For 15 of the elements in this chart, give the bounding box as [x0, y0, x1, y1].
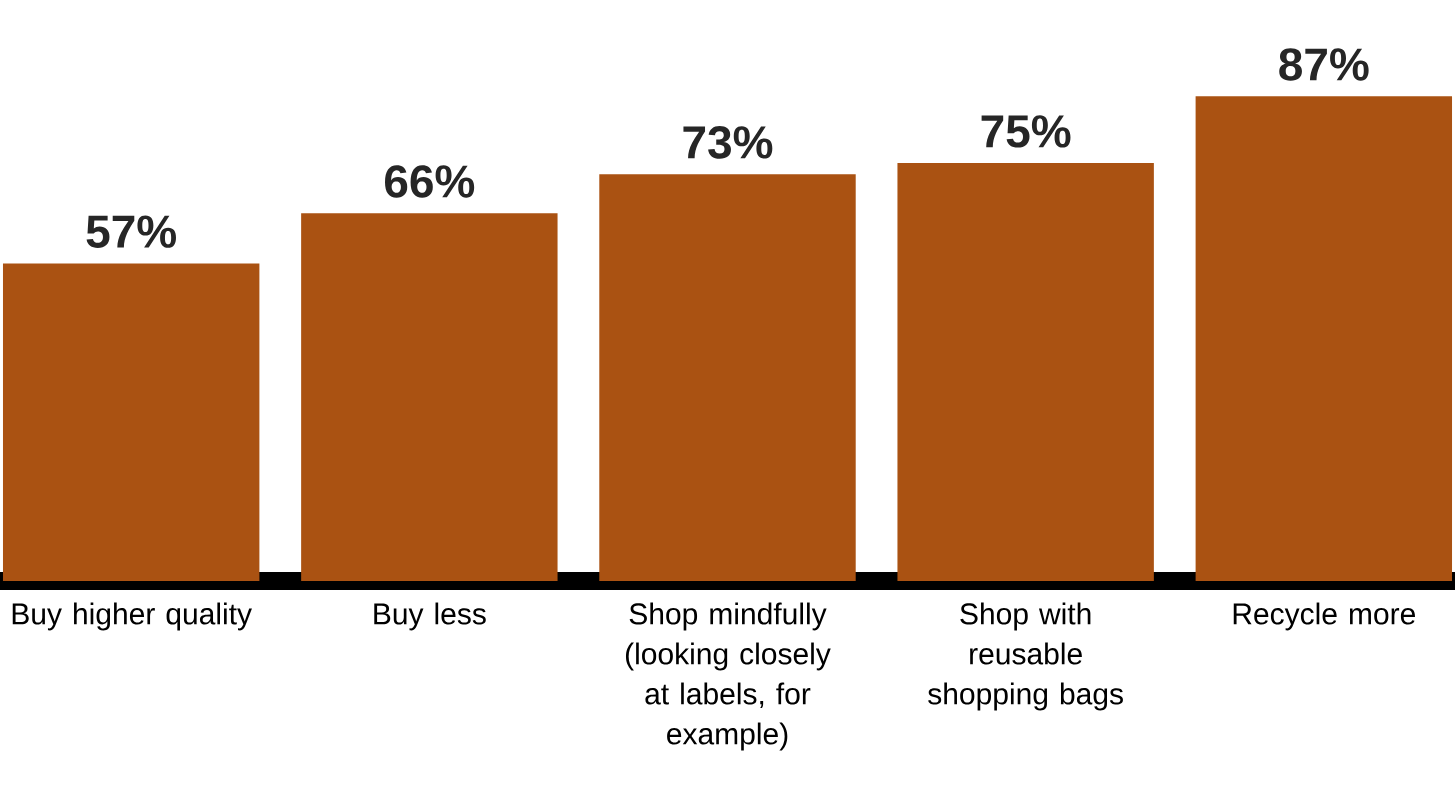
- bar: [2, 263, 260, 581]
- x-tick-label: Shop with reusable shopping bags: [928, 602, 1123, 711]
- data-label: 57%: [86, 215, 176, 248]
- x-tick-label: Buy less: [374, 602, 486, 631]
- data-label: 87%: [1279, 48, 1369, 81]
- data-label: 73%: [683, 126, 773, 159]
- bar: [1195, 96, 1453, 581]
- bar: [301, 213, 558, 581]
- data-label: 66%: [385, 165, 475, 198]
- x-tick-label: Recycle more: [1233, 602, 1415, 631]
- bar: [599, 174, 856, 581]
- data-label: 75%: [981, 115, 1071, 148]
- bar: [897, 163, 1154, 581]
- x-tick-label: Buy higher quality: [12, 602, 252, 631]
- x-tick-label: Shop mindfully (looking closely at labels, for example): [625, 602, 831, 751]
